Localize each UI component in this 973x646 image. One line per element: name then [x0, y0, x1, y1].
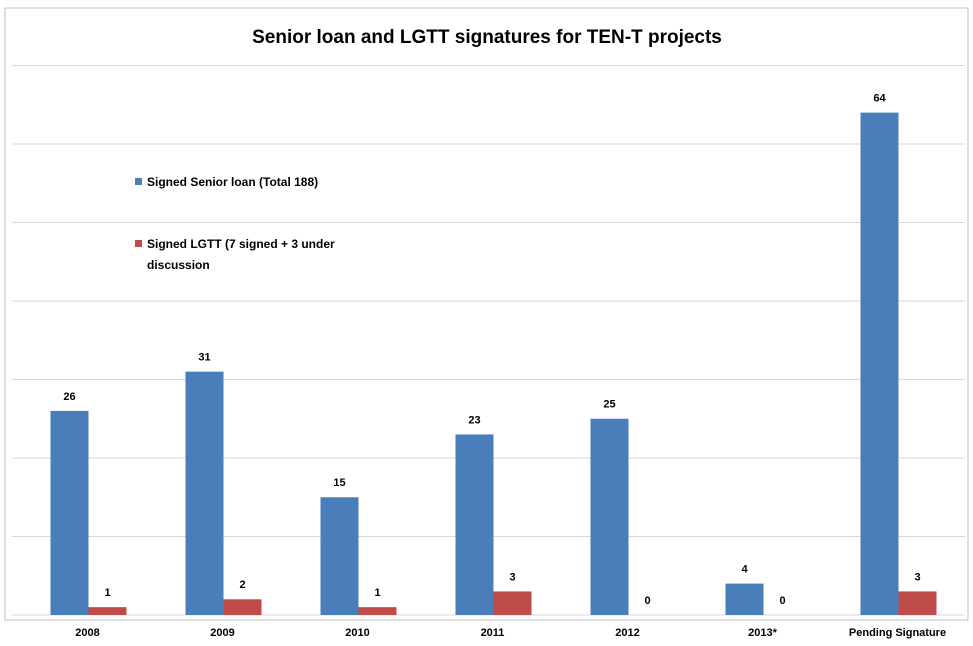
x-tick-label: 2009 [210, 627, 234, 639]
value-label: 0 [644, 595, 650, 607]
bar [590, 418, 629, 615]
x-tick-label: 2008 [75, 627, 99, 639]
legend-label: Signed Senior loan (Total 188) [147, 175, 319, 189]
x-tick-label: 2010 [345, 627, 369, 639]
bar [223, 599, 262, 615]
bar [898, 591, 937, 615]
legend-item: Signed LGTT (7 signed + 3 under discussi… [147, 237, 335, 272]
bar [493, 591, 532, 615]
value-label: 25 [603, 399, 615, 411]
bar [860, 112, 899, 615]
x-tick-label: 2013* [748, 627, 777, 639]
legend-swatch [135, 240, 142, 247]
bar [320, 497, 359, 615]
x-tick-label: Pending Signature [849, 627, 946, 639]
chart-title: Senior loan and LGTT signatures for TEN-… [252, 27, 722, 48]
value-label: 64 [873, 93, 886, 105]
value-label: 26 [63, 391, 75, 403]
x-tick-label: 2011 [481, 627, 505, 639]
bar [88, 607, 127, 615]
legend-label: Signed LGTT (7 signed + 3 under discussi… [147, 237, 335, 272]
value-label: 4 [741, 564, 748, 576]
value-label: 31 [198, 352, 210, 364]
value-label: 2 [239, 579, 245, 591]
bar [455, 434, 494, 615]
value-label: 0 [779, 595, 785, 607]
x-tick-label: 2012 [615, 627, 639, 639]
value-label: 23 [468, 414, 480, 426]
value-label: 1 [104, 587, 110, 599]
legend-swatch [135, 178, 142, 185]
value-label: 15 [333, 477, 345, 489]
bar [725, 583, 764, 615]
value-label: 3 [914, 571, 920, 583]
legend-item: Signed Senior loan (Total 188) [147, 175, 319, 189]
bar [185, 371, 224, 615]
value-label: 1 [374, 587, 380, 599]
value-label: 3 [509, 571, 515, 583]
bar [358, 607, 397, 615]
bar [50, 410, 89, 615]
